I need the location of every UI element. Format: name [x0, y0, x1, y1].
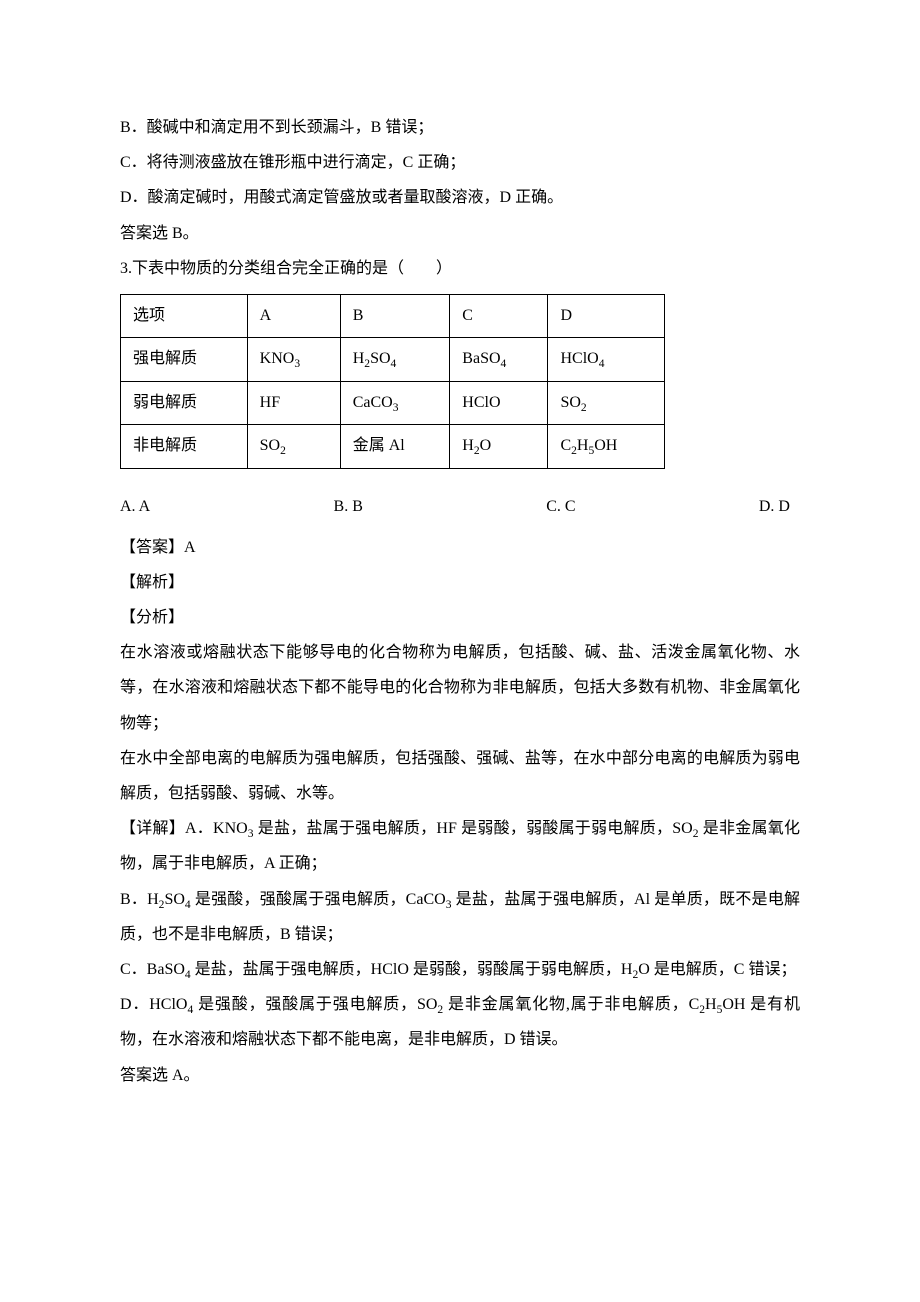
- text: BaSO: [462, 350, 500, 367]
- sub: 2: [581, 402, 587, 414]
- choice-a: A. A: [120, 489, 150, 524]
- line-d: D．酸滴定碱时，用酸式滴定管盛放或者量取酸溶液，D 正确。: [120, 180, 800, 215]
- detail-c: C．BaSO4 是盐，盐属于强电解质，HClO 是弱酸，弱酸属于弱电解质，H2O…: [120, 952, 800, 987]
- sub: 3: [393, 402, 399, 414]
- table-row: 选项 A B C D: [121, 294, 665, 337]
- text: H: [705, 996, 717, 1013]
- text: 是非金属氧化物,属于非电解质，C: [443, 996, 699, 1013]
- table-row: 强电解质 KNO3 H2SO4 BaSO4 HClO4: [121, 338, 665, 381]
- fenxi-label: 【分析】: [120, 600, 800, 635]
- text: KNO: [260, 350, 295, 367]
- cell-kno3: KNO3: [247, 338, 340, 381]
- sub: 4: [501, 359, 507, 371]
- choice-b: B. B: [334, 489, 363, 524]
- text: SO: [260, 437, 280, 454]
- text: O: [480, 437, 492, 454]
- detail-d: D．HClO4 是强酸，强酸属于强电解质，SO2 是非金属氧化物,属于非电解质，…: [120, 987, 800, 1057]
- text: O 是电解质，C 错误；: [638, 961, 796, 978]
- sub: 2: [280, 445, 286, 457]
- cell-caco3: CaCO3: [340, 381, 450, 424]
- final-answer: 答案选 A。: [120, 1058, 800, 1093]
- analysis-p1: 在水溶液或熔融状态下能够导电的化合物称为电解质，包括酸、碱、盐、活泼金属氧化物、…: [120, 635, 800, 741]
- cell-hclo: HClO: [450, 381, 548, 424]
- text: H: [462, 437, 474, 454]
- text: D．HClO: [120, 996, 187, 1013]
- cell-c2h5oh: C2H5OH: [548, 425, 665, 468]
- cell-so2b: SO2: [247, 425, 340, 468]
- text: C．BaSO: [120, 961, 185, 978]
- cell-al: 金属 Al: [340, 425, 450, 468]
- detail-b: B．H2SO4 是强酸，强酸属于强电解质，CaCO3 是盐，盐属于强电解质，Al…: [120, 882, 800, 952]
- page-content: B．酸碱中和滴定用不到长颈漏斗，B 错误； C．将待测液盛放在锥形瓶中进行滴定，…: [0, 0, 920, 1153]
- text: A．KNO: [185, 820, 248, 837]
- detail-a: 【详解】A．KNO3 是盐，盐属于强电解质，HF 是弱酸，弱酸属于弱电解质，SO…: [120, 811, 800, 881]
- cell-so2: SO2: [548, 381, 665, 424]
- line-b: B．酸碱中和滴定用不到长颈漏斗，B 错误；: [120, 110, 800, 145]
- table-row: 非电解质 SO2 金属 Al H2O C2H5OH: [121, 425, 665, 468]
- th-option: 选项: [121, 294, 248, 337]
- sub: 3: [294, 359, 300, 371]
- line-c: C．将待测液盛放在锥形瓶中进行滴定，C 正确；: [120, 145, 800, 180]
- choice-c: C. C: [546, 489, 575, 524]
- text: SO: [560, 394, 580, 411]
- table-row: 弱电解质 HF CaCO3 HClO SO2: [121, 381, 665, 424]
- cell-h2o: H2O: [450, 425, 548, 468]
- sub: 4: [599, 359, 605, 371]
- text: HClO: [560, 350, 598, 367]
- classification-table: 选项 A B C D 强电解质 KNO3 H2SO4 BaSO4 HClO4 弱…: [120, 294, 665, 469]
- text: C: [560, 437, 571, 454]
- question-3-stem: 3.下表中物质的分类组合完全正确的是（ ）: [120, 251, 800, 286]
- text: 是强酸，强酸属于强电解质，CaCO: [191, 891, 446, 908]
- answer-b: 答案选 B。: [120, 216, 800, 251]
- text: B．H: [120, 891, 159, 908]
- jiexi-label: 【解析】: [120, 565, 800, 600]
- text: 【详解】: [120, 820, 185, 837]
- answer-label: 【答案】A: [120, 530, 800, 565]
- row-non-label: 非电解质: [121, 425, 248, 468]
- th-b: B: [340, 294, 450, 337]
- analysis-p2: 在水中全部电离的电解质为强电解质，包括强酸、强碱、盐等，在水中部分电离的电解质为…: [120, 741, 800, 811]
- text: H: [577, 437, 589, 454]
- th-d: D: [548, 294, 665, 337]
- text: 是盐，盐属于强电解质，HClO 是弱酸，弱酸属于弱电解质，H: [191, 961, 633, 978]
- text: SO: [164, 891, 184, 908]
- th-c: C: [450, 294, 548, 337]
- row-weak-label: 弱电解质: [121, 381, 248, 424]
- text: CaCO: [353, 394, 393, 411]
- answer-choices: A. A B. B C. C D. D: [120, 489, 800, 524]
- text: 是盐，盐属于强电解质，HF 是弱酸，弱酸属于弱电解质，SO: [253, 820, 692, 837]
- text: OH: [594, 437, 617, 454]
- cell-hf: HF: [247, 381, 340, 424]
- text: 是强酸，强酸属于强电解质，SO: [193, 996, 437, 1013]
- th-a: A: [247, 294, 340, 337]
- cell-h2so4: H2SO4: [340, 338, 450, 381]
- text: H: [353, 350, 365, 367]
- sub: 4: [391, 359, 397, 371]
- row-strong-label: 强电解质: [121, 338, 248, 381]
- cell-baso4: BaSO4: [450, 338, 548, 381]
- choice-d: D. D: [759, 489, 790, 524]
- cell-hclo4: HClO4: [548, 338, 665, 381]
- text: SO: [370, 350, 390, 367]
